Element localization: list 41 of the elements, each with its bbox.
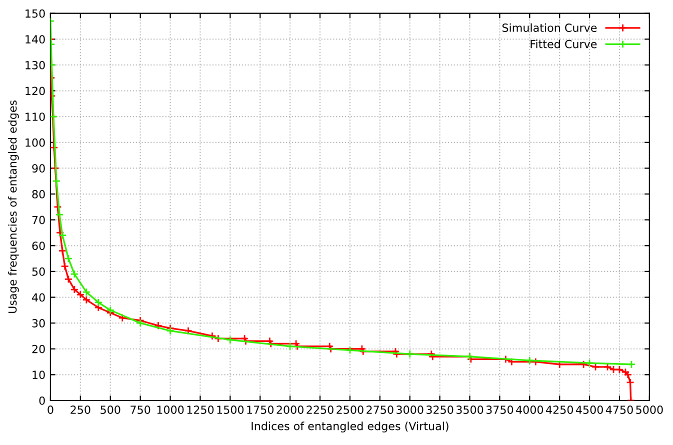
x-tick-label: 3750 (486, 406, 514, 414)
x-tick-label: 3250 (426, 406, 454, 414)
legend-label: Simulation Curve (502, 23, 597, 32)
x-tick-label: 250 (70, 406, 90, 414)
x-tick-label: 2500 (336, 406, 364, 414)
y-tick-label: 150 (26, 9, 45, 18)
x-tick-label: 3500 (456, 406, 484, 414)
y-tick-label: 130 (26, 60, 45, 70)
x-tick-label: 2000 (276, 406, 304, 414)
y-tick-label: 10 (32, 370, 45, 380)
x-tick-label: 5000 (636, 406, 663, 414)
y-tick-label: 60 (32, 242, 45, 250)
legend-label: Fitted Curve (530, 40, 597, 48)
x-tick-label: 1250 (187, 406, 214, 414)
x-tick-label: 0 (48, 406, 54, 414)
y-tick-label: 140 (26, 35, 45, 44)
y-tick-label: 110 (26, 112, 45, 121)
x-tick-label: 3000 (396, 406, 424, 414)
x-tick-label: 1750 (247, 406, 274, 414)
y-tick-label: 90 (32, 164, 45, 173)
x-tick-label: 500 (100, 406, 120, 414)
x-axis-title: Indices of entangled edges (Virtual) (252, 422, 448, 432)
x-tick-label: 2750 (366, 406, 394, 414)
y-axis-title: Usage frequencies of entangled edges (8, 100, 19, 313)
y-tick-label: 120 (26, 86, 45, 96)
y-tick-label: 80 (32, 190, 45, 198)
x-tick-label: 2250 (306, 406, 334, 414)
x-tick-label: 4750 (606, 406, 633, 414)
y-tick-label: 0 (39, 396, 45, 405)
x-tick-label: 4000 (516, 406, 544, 414)
y-tick-label: 20 (32, 344, 45, 354)
x-tick-label: 1500 (217, 406, 244, 414)
x-tick-label: 1000 (157, 406, 184, 414)
y-tick-label: 40 (32, 293, 45, 302)
x-tick-label: 4500 (576, 406, 603, 414)
y-tick-label: 70 (32, 216, 45, 224)
x-tick-label: 4250 (546, 406, 573, 414)
y-tick-label: 50 (32, 267, 45, 276)
y-tick-label: 100 (26, 138, 45, 147)
x-tick-label: 750 (130, 406, 150, 414)
y-tick-label: 30 (32, 319, 45, 328)
